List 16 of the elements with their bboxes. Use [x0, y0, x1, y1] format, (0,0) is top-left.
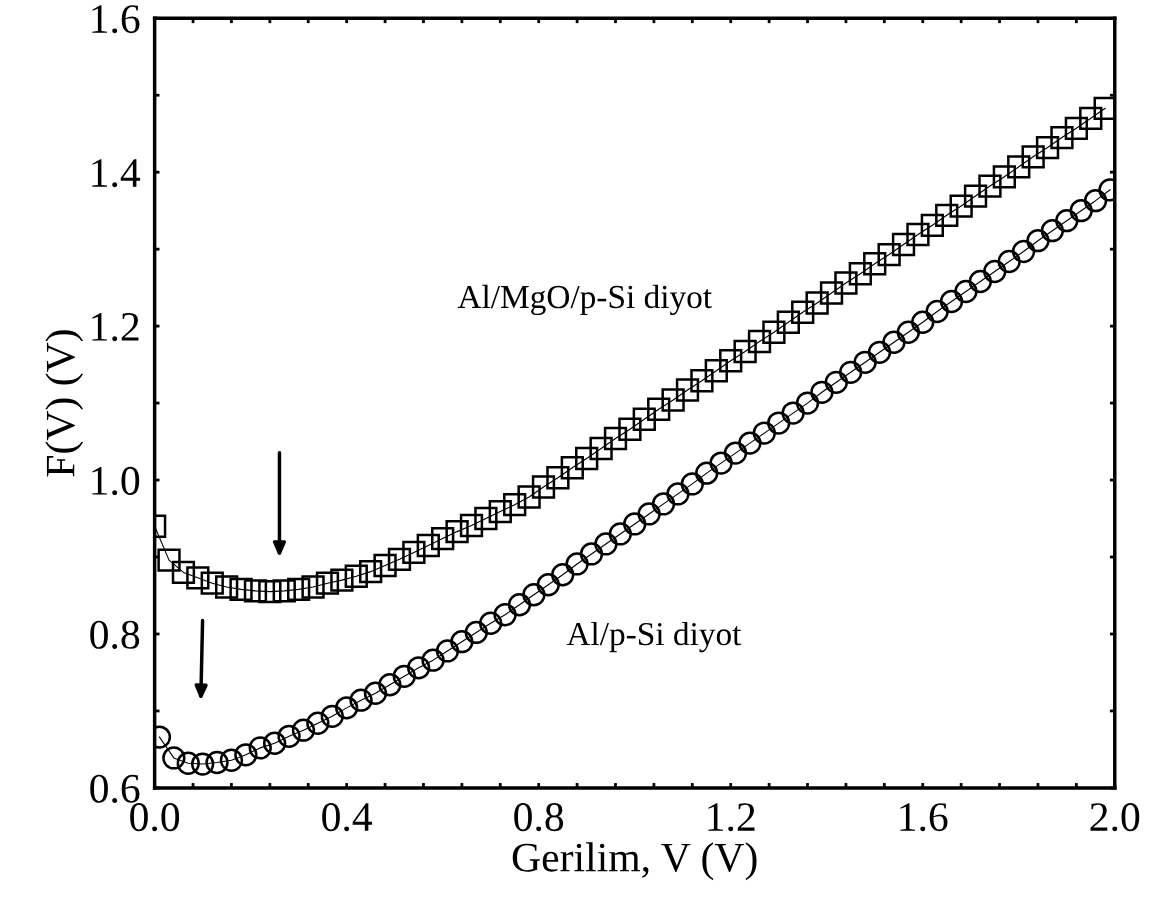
y-tick-label: 0.6 [90, 774, 140, 803]
x-tick-label: 0.0 [130, 803, 180, 832]
x-tick-label: 1.6 [900, 803, 948, 832]
y-tick-label: 0.8 [90, 620, 140, 650]
y-tick-label: 1.0 [92, 466, 140, 496]
x-tick-label: 0.8 [514, 803, 564, 832]
x-axis-title: Gerilim, V (V) [512, 842, 757, 881]
y-tick-label: 1.6 [92, 5, 140, 34]
x-tick-label: 1.2 [708, 803, 755, 832]
y-tick-label: 1.4 [92, 159, 141, 188]
x-tick-label: 2.0 [1090, 803, 1140, 832]
series-label: Al/p-Si diyot [566, 621, 742, 653]
x-tick-label: 0.4 [322, 803, 373, 832]
series-label: Al/MgO/p-Si diyot [457, 284, 712, 316]
y-axis-title: F(V) (V) [45, 330, 84, 477]
y-tick-label: 1.2 [92, 312, 139, 342]
